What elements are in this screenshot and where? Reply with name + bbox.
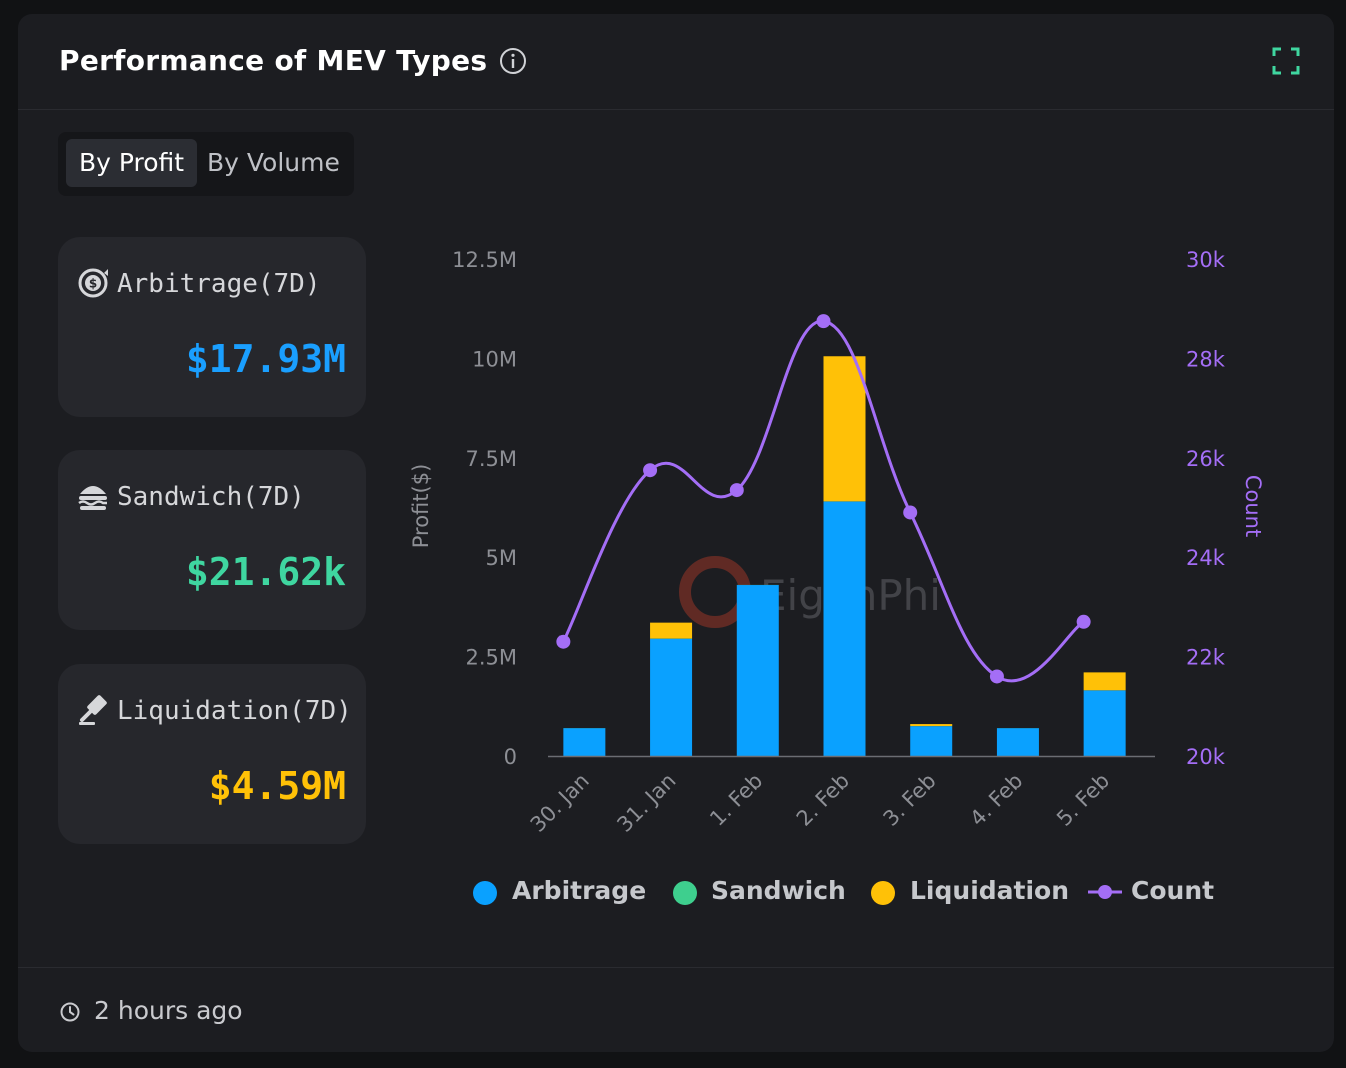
y-tick-label: 10M	[472, 347, 517, 371]
watermark-logo	[679, 556, 751, 628]
count-point	[729, 483, 744, 498]
clock-icon	[60, 1002, 80, 1022]
y2-tick-label: 26k	[1186, 447, 1226, 471]
y-axis-title: Profit($)	[409, 464, 433, 549]
bar-arbitrage	[650, 638, 693, 756]
x-tick-label: 30. Jan	[526, 769, 594, 837]
stat-label-liquidation: Liquidation(7D)	[117, 696, 352, 726]
y2-tick-label: 22k	[1186, 646, 1226, 670]
mev-performance-card: Performance of MEV Types By Profit By Vo…	[18, 14, 1334, 1052]
legend-marker-arbitrage	[473, 881, 497, 905]
svg-text:$: $	[89, 277, 97, 291]
last-updated: 2 hours ago	[94, 996, 243, 1025]
bar-arbitrage	[563, 728, 606, 756]
stat-card-liquidation: Liquidation(7D) $4.59M	[58, 664, 366, 844]
legend-label-liquidation: Liquidation	[910, 876, 1070, 905]
y2-tick-label: 30k	[1186, 248, 1226, 272]
bar-liquidation	[1083, 672, 1126, 691]
x-tick-label: 31. Jan	[612, 769, 680, 837]
stat-value-arbitrage: $17.93M	[185, 337, 346, 381]
footer-divider	[18, 967, 1334, 968]
x-tick-label: 1. Feb	[705, 769, 767, 831]
bar-liquidation	[910, 724, 953, 727]
x-tick-label: 3. Feb	[879, 769, 941, 831]
watermark-mark	[679, 556, 751, 628]
bar-arbitrage	[736, 585, 779, 756]
tab-by-volume[interactable]: By Volume	[207, 148, 340, 177]
gavel-icon	[79, 695, 107, 725]
metric-tabs: By Profit By Volume	[58, 132, 354, 196]
count-point	[903, 505, 918, 520]
stat-card-arbitrage: $ Arbitrage(7D) $17.93M	[58, 237, 366, 417]
y-tick-label: 5M	[486, 546, 517, 570]
mev-chart: EigenPhi02.5M5M7.5M10M12.5M20k22k24k26k2…	[409, 248, 1265, 837]
sandwich-icon	[78, 486, 107, 510]
legend-marker-count	[1088, 885, 1122, 899]
bar-liquidation	[823, 356, 866, 502]
y-tick-label: 12.5M	[452, 248, 517, 272]
legend-marker-liquidation	[871, 881, 895, 905]
info-icon[interactable]	[499, 47, 527, 75]
legend-label-arbitrage: Arbitrage	[512, 876, 647, 905]
count-point	[989, 669, 1004, 684]
bar-arbitrage	[823, 501, 866, 756]
bar-arbitrage	[1083, 690, 1126, 756]
legend-item-arbitrage[interactable]: Arbitrage	[473, 874, 647, 910]
count-point	[643, 463, 658, 478]
legend-item-liquidation[interactable]: Liquidation	[871, 874, 1069, 910]
y2-tick-label: 20k	[1186, 745, 1226, 769]
x-tick-label: 2. Feb	[792, 769, 854, 831]
y-tick-label: 0	[504, 745, 517, 769]
fullscreen-icon[interactable]	[1272, 47, 1300, 75]
y2-tick-label: 28k	[1186, 347, 1226, 371]
count-point	[816, 314, 831, 329]
stat-label-arbitrage: Arbitrage(7D)	[117, 269, 321, 299]
legend-marker-sandwich	[673, 881, 697, 905]
count-point	[556, 634, 571, 649]
stat-value-liquidation: $4.59M	[208, 764, 346, 808]
tab-by-profit[interactable]: By Profit	[66, 139, 198, 187]
stat-value-sandwich: $21.62k	[185, 550, 346, 594]
card-header: Performance of MEV Types	[18, 14, 1334, 110]
bar-arbitrage	[910, 726, 953, 756]
stat-label-sandwich: Sandwich(7D)	[117, 482, 305, 512]
x-tick-label: 5. Feb	[1052, 769, 1114, 831]
y2-axis-title: Count	[1241, 475, 1265, 537]
bar-liquidation	[650, 622, 693, 639]
count-point	[1076, 614, 1091, 629]
bar-arbitrage	[996, 728, 1039, 756]
chart-legend: Arbitrage Sandwich Liquidation Count	[18, 874, 1334, 910]
legend-item-sandwich[interactable]: Sandwich	[673, 874, 846, 910]
x-tick-label: 4. Feb	[965, 769, 1027, 831]
legend-label-sandwich: Sandwich	[711, 876, 846, 905]
stat-card-sandwich: Sandwich(7D) $21.62k	[58, 450, 366, 630]
card-title: Performance of MEV Types	[59, 44, 488, 77]
y-tick-label: 2.5M	[465, 646, 517, 670]
legend-item-count[interactable]: Count	[1088, 874, 1218, 910]
arbitrage-icon: $	[78, 268, 108, 298]
y-tick-label: 7.5M	[465, 447, 517, 471]
y2-tick-label: 24k	[1186, 546, 1226, 570]
legend-label-count: Count	[1131, 876, 1215, 905]
